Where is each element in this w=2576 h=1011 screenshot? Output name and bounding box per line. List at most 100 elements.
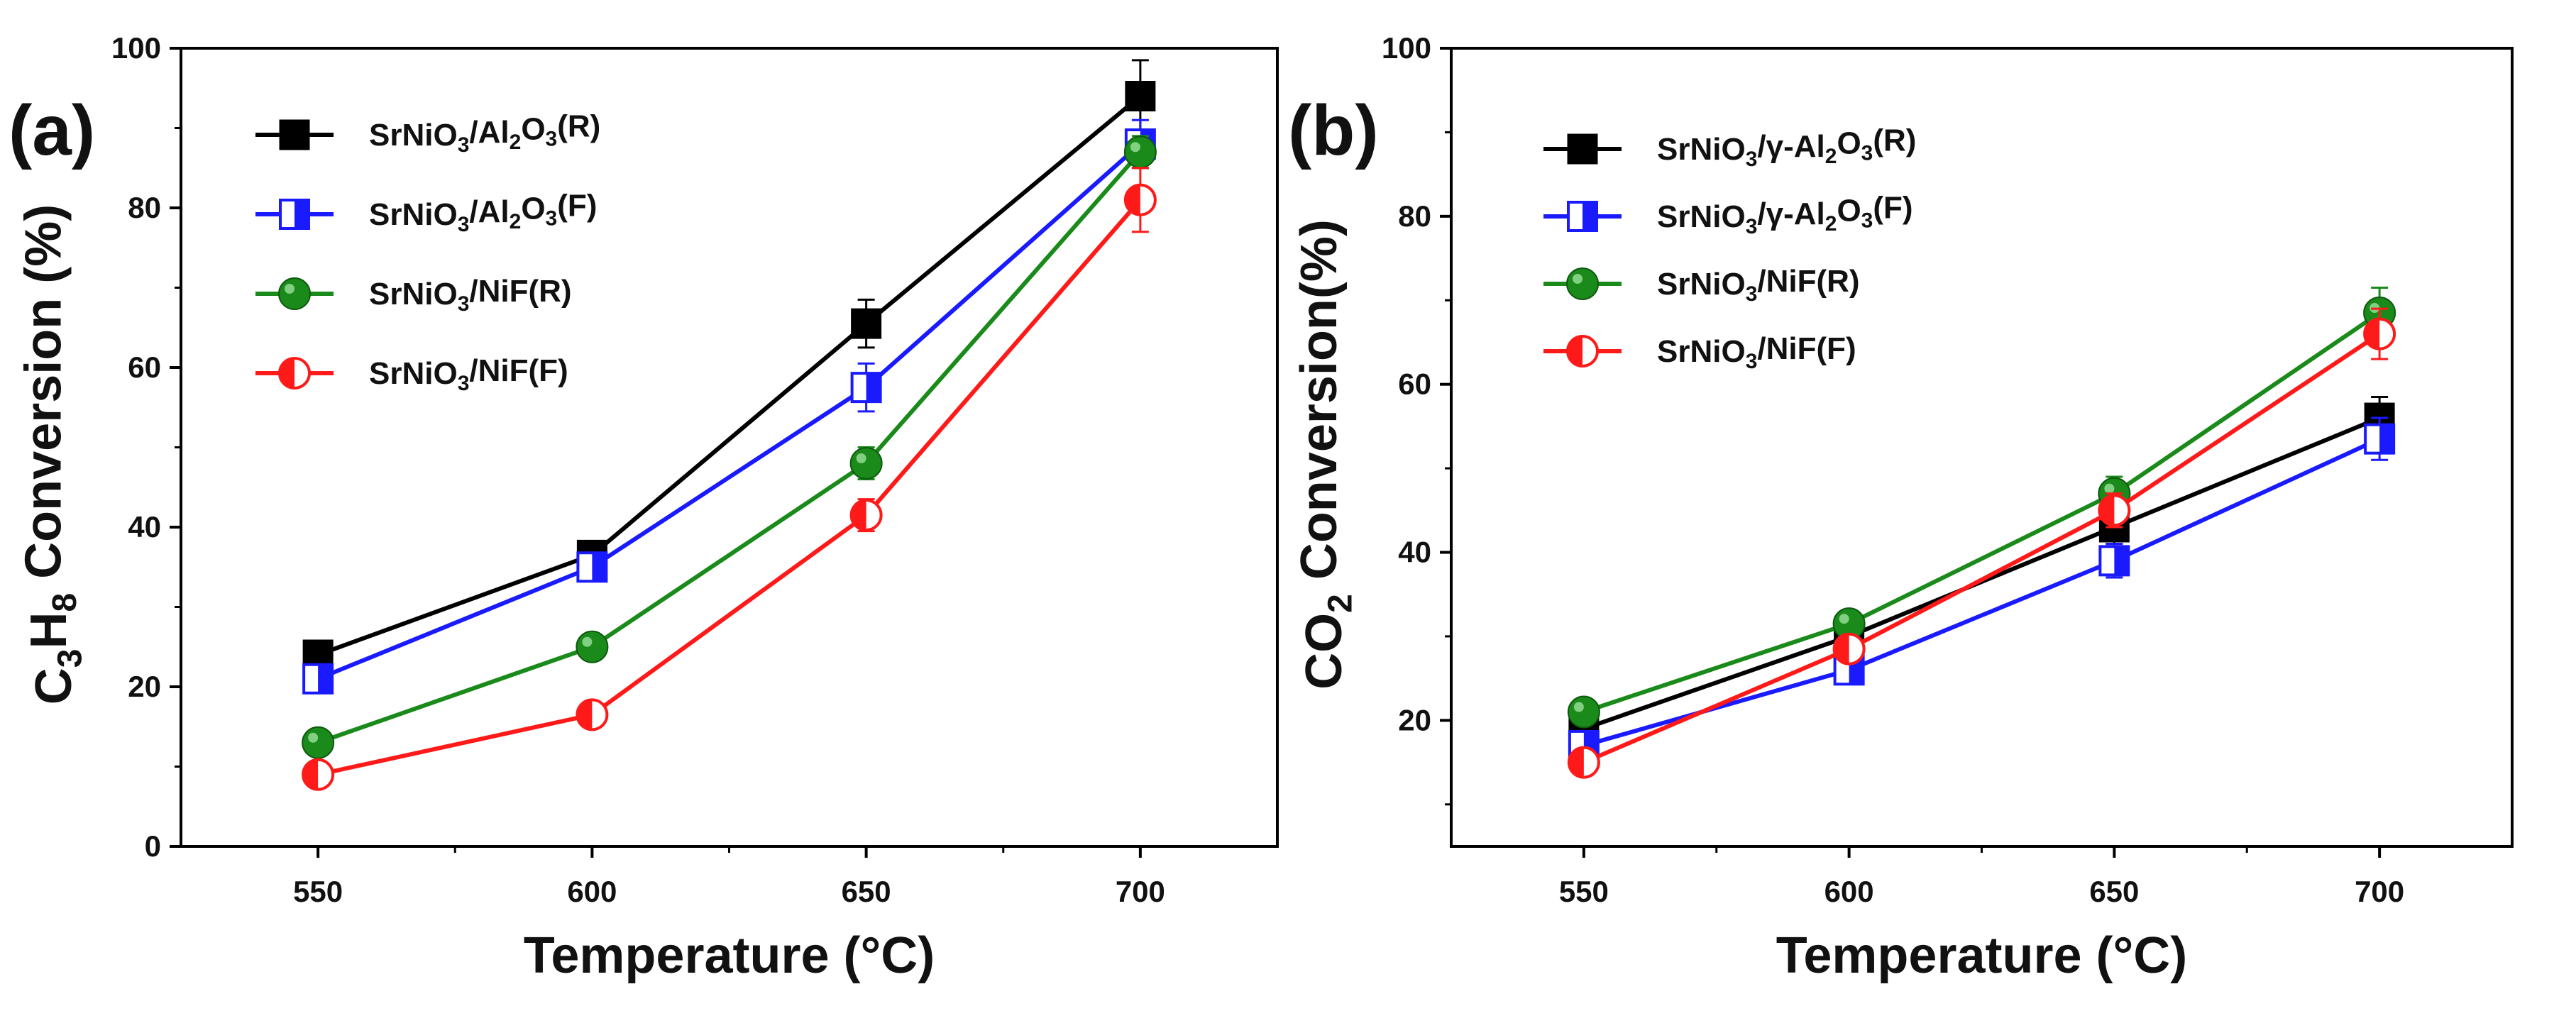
- text-part: SrNiO: [1657, 199, 1746, 234]
- legend-marker: [279, 119, 310, 150]
- series-line: [317, 94, 1142, 657]
- text-part: O: [1837, 194, 1861, 228]
- text-part: SrNiO: [369, 277, 458, 311]
- marker-circle-half-fill: [2099, 495, 2115, 526]
- legend: SrNiO3/Al2O3(R)SrNiO3/Al2O3(F)SrNiO3/NiF…: [255, 109, 600, 395]
- marker-highlight: [1573, 702, 1584, 712]
- chart-panel-a: 0 20 40 60 80 100 550 600 650 700 Temperature (°C)…: [9, 31, 1279, 984]
- marker-circle-half-fill: [2365, 319, 2380, 349]
- data-point: [1123, 136, 1157, 169]
- data-point: [849, 499, 883, 532]
- marker-square-half-fill: [592, 553, 607, 582]
- marker-circle-half-fill: [280, 358, 295, 388]
- text-part: /NiF(F): [1757, 331, 1856, 366]
- x-tick-label: 700: [1116, 875, 1165, 908]
- marker-square-half-fill: [866, 373, 881, 402]
- marker-circle: [1123, 136, 1157, 169]
- data-point: [576, 551, 608, 583]
- series-line: [317, 150, 1143, 745]
- marker-highlight: [285, 284, 295, 294]
- data-point: [2363, 317, 2396, 350]
- series-line: [1583, 436, 2381, 748]
- legend-marker: [279, 199, 310, 230]
- series-SrNiO3/γ-Al2O3(F): [1568, 416, 2396, 761]
- legend-marker: [1566, 267, 1599, 300]
- legend-marker: [1567, 133, 1598, 165]
- y-tick-label: 40: [1398, 536, 1431, 569]
- marker-circle-half-fill: [1125, 184, 1140, 215]
- series-line: [1583, 416, 2381, 731]
- text-part: O: [521, 112, 545, 147]
- subscript: 3: [458, 213, 470, 236]
- legend-item: SrNiO3/NiF(R): [255, 274, 572, 316]
- legend-marker: [278, 277, 311, 310]
- marker-circle-half-fill: [851, 500, 866, 531]
- text-part: SrNiO: [369, 197, 458, 232]
- series-line: [317, 142, 1142, 681]
- x-tick-label: 600: [567, 875, 617, 908]
- subscript: 2: [510, 131, 522, 154]
- series-SrNiO3/NiF(F): [302, 167, 1157, 791]
- text-part: Conversion (%): [16, 204, 72, 593]
- x-tick-label: 650: [842, 875, 891, 908]
- legend-label: SrNiO3/γ-Al2O3(F): [1657, 190, 1913, 238]
- subscript: 3: [546, 128, 558, 151]
- chart-panel-b: 20 40 60 80 100 550 600 650 700 Temperature (°C) C…: [1288, 31, 2514, 984]
- subscript: 8: [46, 593, 84, 612]
- x-tick-label: 550: [293, 875, 343, 908]
- subscript: 2: [510, 210, 522, 233]
- series-line: [317, 198, 1143, 777]
- marker-highlight: [1130, 142, 1140, 153]
- data-point: [2098, 494, 2131, 527]
- marker-circle-half-fill: [1568, 747, 1584, 778]
- text-part: /Al: [469, 115, 509, 150]
- marker-circle-half-fill: [577, 700, 593, 730]
- text-part: SrNiO: [1657, 132, 1746, 167]
- marker-circle-half-fill: [303, 759, 319, 790]
- text-part: SrNiO: [369, 356, 458, 391]
- text-part: /γ-Al: [1757, 129, 1824, 164]
- x-axis-title: Temperature (°C): [1776, 927, 2188, 984]
- marker-circle: [278, 277, 311, 310]
- marker-highlight: [582, 636, 593, 647]
- data-point: [1832, 632, 1866, 665]
- data-point: [850, 372, 882, 404]
- legend-item: SrNiO3/Al2O3(R): [255, 109, 600, 157]
- y-axis-title: C3H8 Conversion (%): [16, 204, 89, 705]
- text-part: (R): [1873, 123, 1916, 158]
- legend-label: SrNiO3/γ-Al2O3(R): [1657, 123, 1916, 171]
- marker-circle: [576, 630, 609, 663]
- data-point: [1567, 695, 1600, 729]
- marker-highlight: [308, 732, 319, 743]
- text-part: CO: [1296, 613, 1353, 690]
- y-tick-label: 100: [1382, 31, 1431, 65]
- marker-circle: [849, 447, 883, 480]
- x-tick-label: 700: [2355, 875, 2404, 908]
- subscript: 3: [1746, 215, 1758, 238]
- legend-label: SrNiO3/NiF(R): [369, 274, 572, 316]
- marker-square-half-fill: [295, 200, 309, 228]
- y-tick-label: 80: [128, 191, 161, 224]
- legend: SrNiO3/γ-Al2O3(R)SrNiO3/γ-Al2O3(F)SrNiO3…: [1543, 123, 1916, 373]
- x-tick-label: 600: [1824, 875, 1874, 908]
- subscript: 3: [1746, 148, 1758, 171]
- marker-highlight: [2104, 483, 2115, 494]
- text-part: SrNiO: [1657, 267, 1746, 302]
- series-line: [1583, 311, 2381, 714]
- plot-frame: [1450, 47, 2514, 848]
- data-point: [302, 758, 335, 791]
- marker-square-half-fill: [2114, 546, 2129, 575]
- marker-circle: [302, 726, 335, 759]
- legend-marker: [278, 357, 311, 390]
- data-point: [849, 447, 883, 480]
- data-point: [851, 308, 882, 339]
- series-SrNiO3/NiF(F): [1567, 307, 2396, 779]
- y-tick-label: 40: [128, 510, 161, 543]
- text-part: (R): [557, 109, 600, 143]
- y-tick-label: 60: [1398, 368, 1431, 401]
- marker-square-half-fill: [2379, 424, 2394, 453]
- marker-square: [1567, 133, 1598, 165]
- text-part: /NiF(R): [469, 274, 571, 309]
- series-line: [1583, 332, 2381, 765]
